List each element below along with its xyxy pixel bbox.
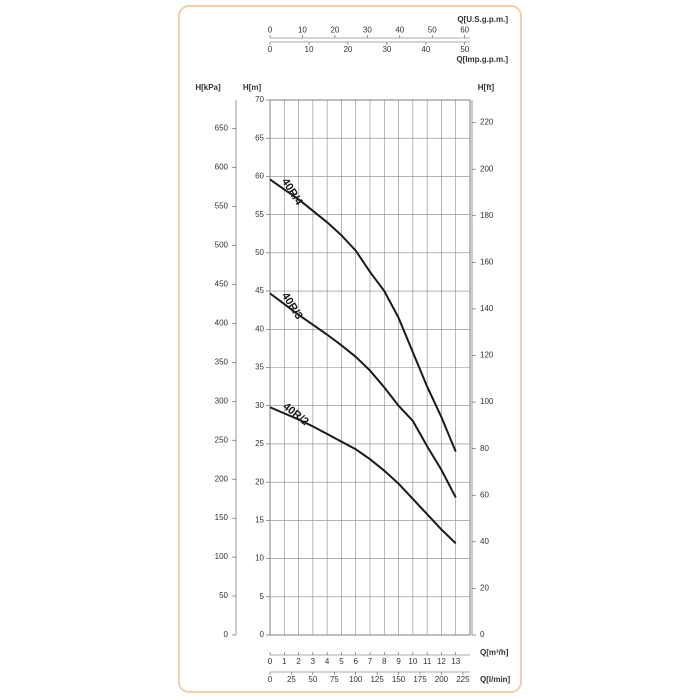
tick-label: 60: [480, 490, 489, 499]
tick-label: 30: [363, 25, 372, 34]
y-tick-label: 45: [255, 286, 264, 295]
tick-label: 140: [480, 304, 494, 313]
tick-label: 0: [268, 25, 273, 34]
y-tick-label: 50: [255, 248, 264, 257]
x-tick-label: 3: [311, 657, 316, 666]
x-tick-label: 0: [268, 657, 273, 666]
y-tick-label: 55: [255, 210, 264, 219]
y-tick-label: 15: [255, 515, 264, 524]
tick-label: 150: [215, 513, 229, 522]
tick-label: 100: [349, 675, 363, 684]
y-tick-label: 60: [255, 172, 264, 181]
tick-label: 350: [215, 357, 229, 366]
x-tick-label: 10: [408, 657, 417, 666]
axis-label: Q[Imp.g.p.m.]: [456, 55, 508, 64]
tick-label: 200: [215, 474, 229, 483]
tick-label: 75: [330, 675, 339, 684]
tick-label: 20: [480, 584, 489, 593]
x-tick-label: 9: [396, 657, 401, 666]
tick-label: 150: [392, 675, 406, 684]
tick-label: 20: [330, 25, 339, 34]
tick-label: 50: [308, 675, 317, 684]
tick-label: 400: [215, 318, 229, 327]
axis-label: H[kPa]: [195, 83, 221, 92]
y-tick-label: 0: [260, 630, 265, 639]
tick-label: 50: [219, 591, 228, 600]
tick-label: 40: [480, 537, 489, 546]
tick-label: 600: [215, 163, 229, 172]
x-axis-label: Q[m³/h]: [480, 648, 509, 657]
tick-label: 200: [435, 675, 449, 684]
tick-label: 100: [215, 552, 229, 561]
x-tick-label: 8: [382, 657, 387, 666]
tick-label: 220: [480, 118, 494, 127]
tick-label: 25: [287, 675, 296, 684]
tick-label: 160: [480, 257, 494, 266]
tick-label: 50: [428, 25, 437, 34]
tick-label: 175: [413, 675, 427, 684]
y-tick-label: 40: [255, 324, 264, 333]
axis-label: Q[U.S.g.p.m.]: [457, 15, 508, 24]
x-tick-label: 1: [282, 657, 287, 666]
tick-label: 450: [215, 280, 229, 289]
tick-label: 40: [395, 25, 404, 34]
tick-label: 500: [215, 241, 229, 250]
y-tick-label: 5: [260, 592, 265, 601]
y-tick-label: 30: [255, 401, 264, 410]
x-tick-label: 4: [325, 657, 330, 666]
tick-label: 250: [215, 435, 229, 444]
tick-label: 120: [480, 351, 494, 360]
curve: [269, 178, 457, 452]
y-tick-label: 65: [255, 133, 264, 142]
y-tick-label: 20: [255, 477, 264, 486]
x-tick-label: 2: [296, 657, 301, 666]
x-tick-label: 6: [353, 657, 358, 666]
x-tick-label: 12: [437, 657, 446, 666]
tick-label: 60: [460, 25, 469, 34]
tick-label: 650: [215, 124, 229, 133]
tick-label: 0: [268, 675, 273, 684]
tick-label: 50: [460, 45, 469, 54]
y-tick-label: 25: [255, 439, 264, 448]
tick-label: 100: [480, 397, 494, 406]
axis-label: H[ft]: [478, 83, 495, 92]
y-axis-label: H[m]: [243, 83, 262, 92]
tick-label: 300: [215, 396, 229, 405]
x-tick-label: 13: [451, 657, 460, 666]
tick-label: 125: [370, 675, 384, 684]
tick-label: 225: [456, 675, 470, 684]
tick-label: 10: [298, 25, 307, 34]
x-tick-label: 5: [339, 657, 344, 666]
tick-label: 80: [480, 444, 489, 453]
axis-label: Q[l/min]: [480, 675, 511, 684]
tick-label: 0: [268, 45, 273, 54]
x-tick-label: 7: [368, 657, 373, 666]
y-tick-label: 10: [255, 554, 264, 563]
curve: [269, 406, 457, 545]
y-tick-label: 70: [255, 95, 264, 104]
tick-label: 0: [224, 630, 229, 639]
tick-label: 0: [480, 630, 485, 639]
tick-label: 30: [382, 45, 391, 54]
tick-label: 200: [480, 164, 494, 173]
tick-label: 20: [343, 45, 352, 54]
tick-label: 180: [480, 211, 494, 220]
curve: [269, 292, 457, 498]
tick-label: 10: [305, 45, 314, 54]
y-tick-label: 35: [255, 363, 264, 372]
tick-label: 550: [215, 202, 229, 211]
x-tick-label: 11: [423, 657, 432, 666]
tick-label: 40: [421, 45, 430, 54]
